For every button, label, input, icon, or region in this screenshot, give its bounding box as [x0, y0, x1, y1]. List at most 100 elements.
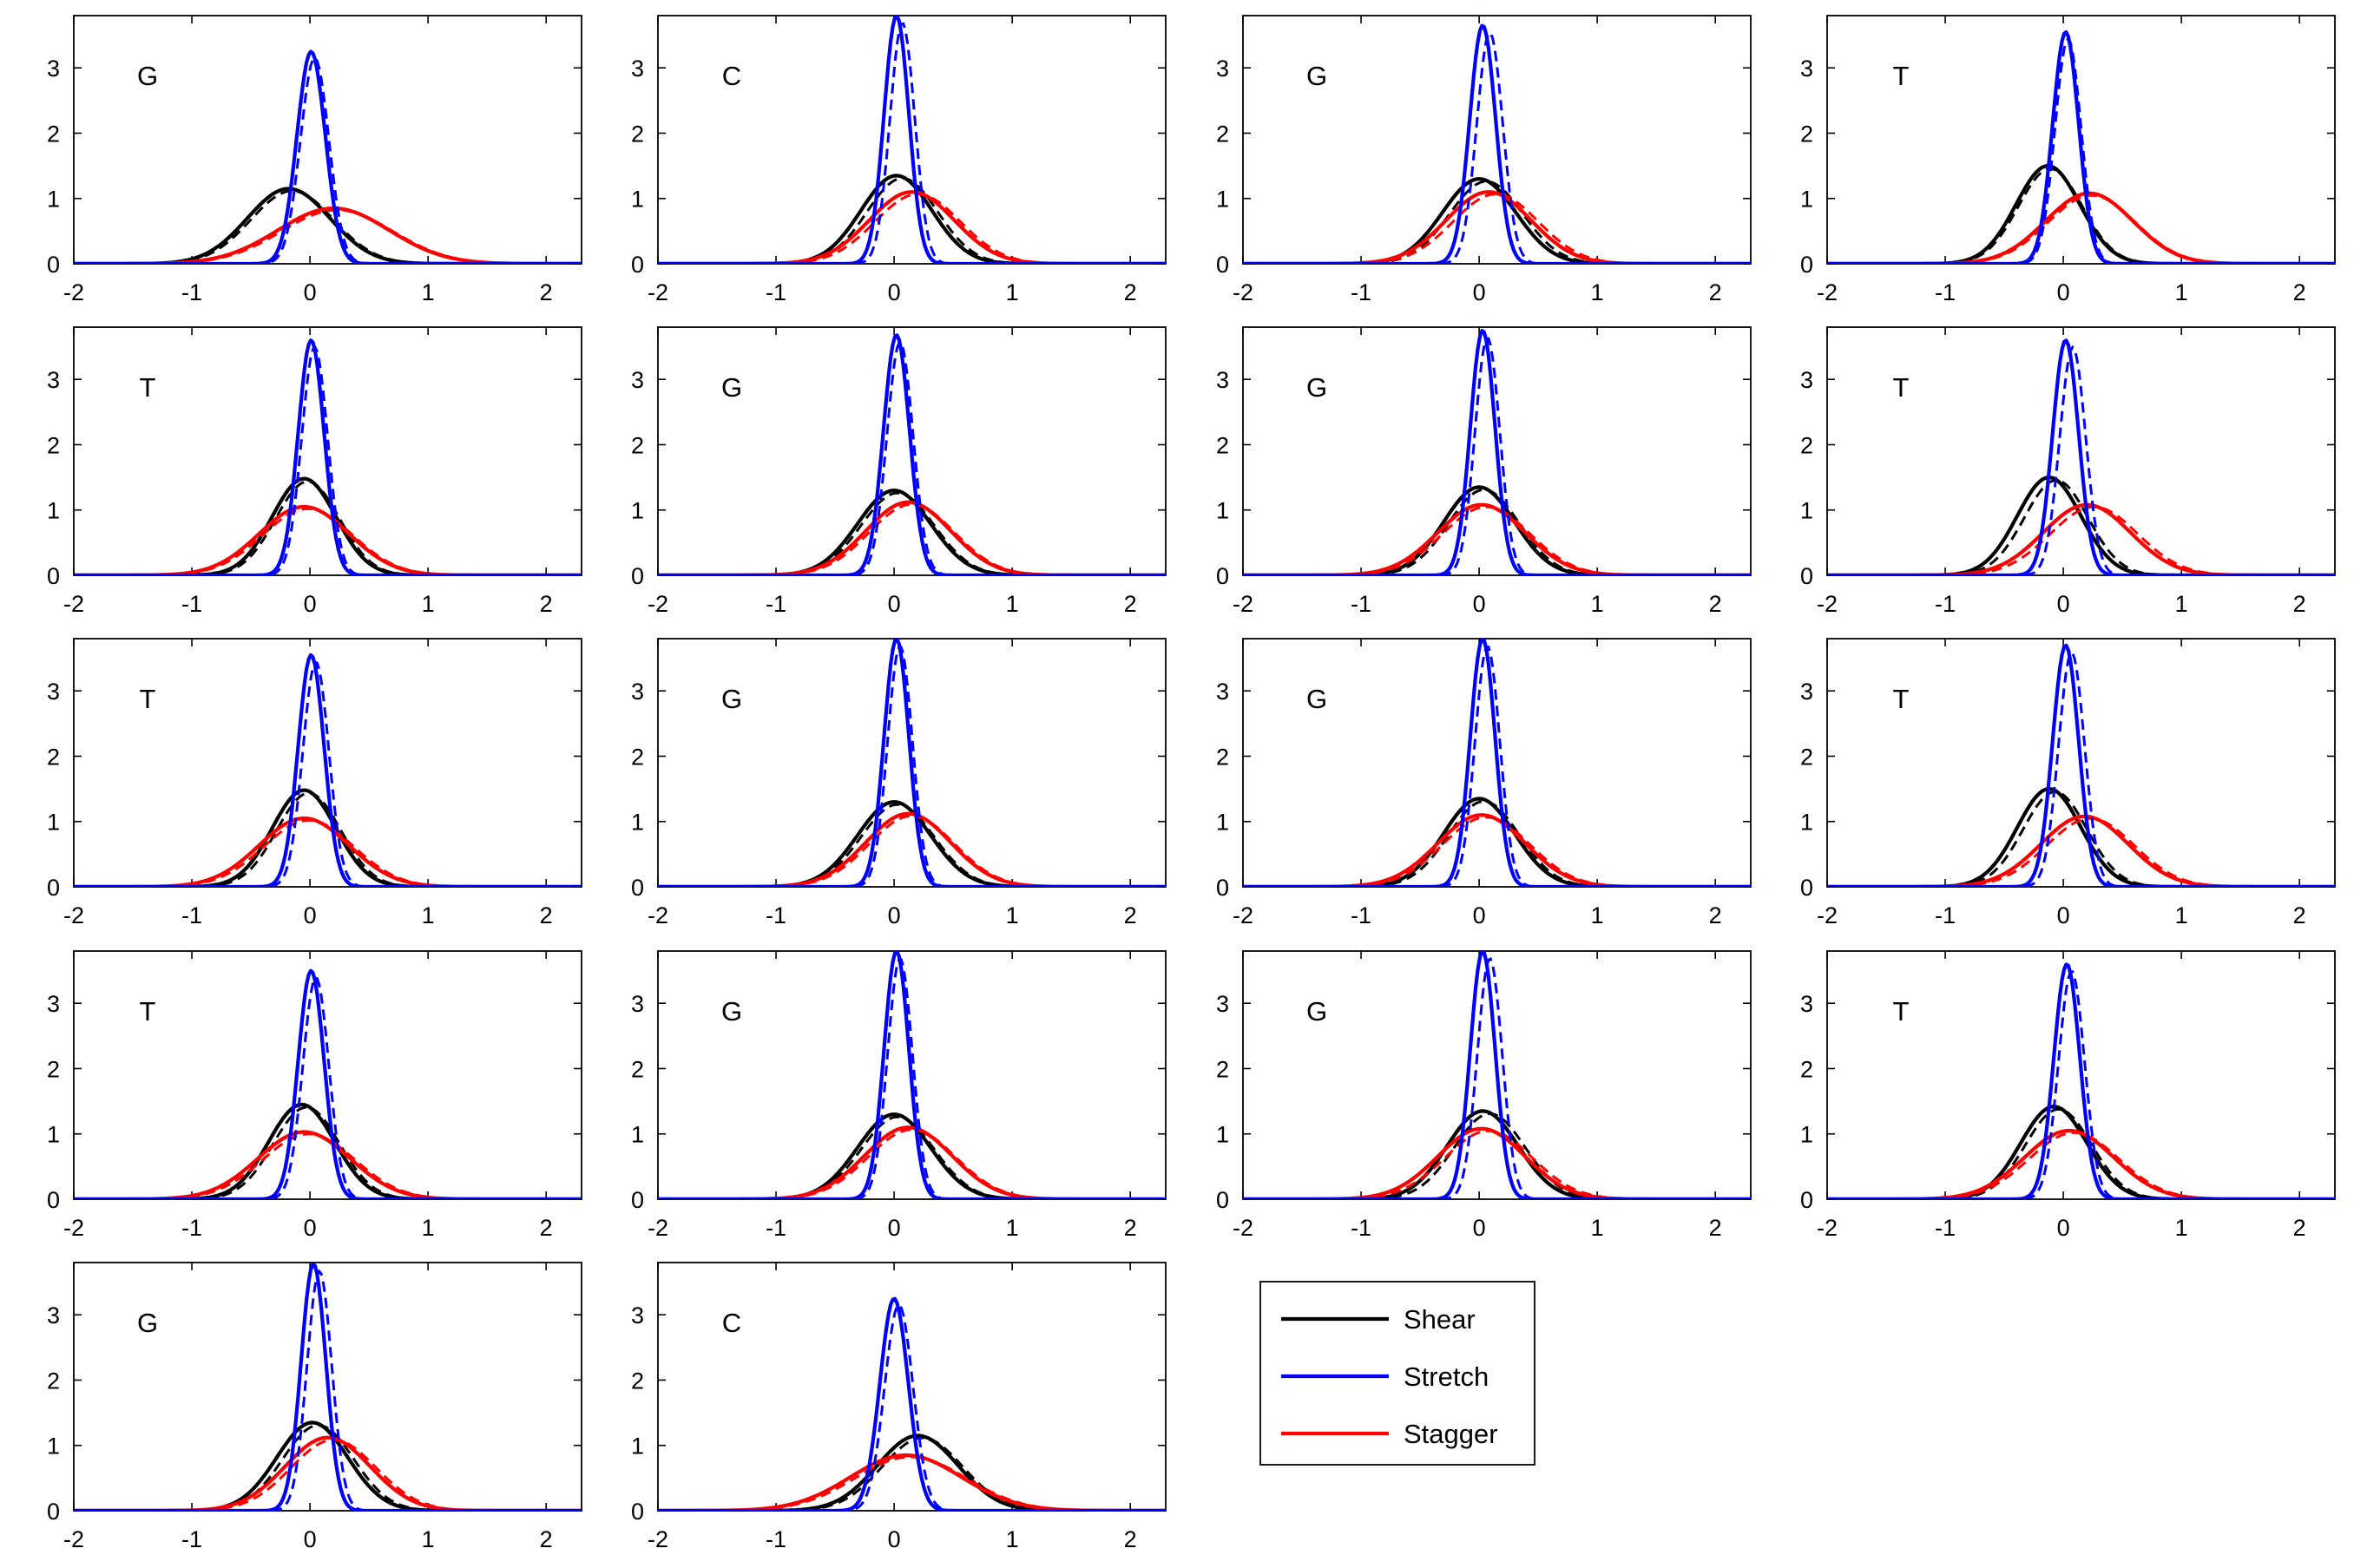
stagger-curve-alt: [658, 193, 1166, 264]
stagger-curve-alt: [658, 502, 1166, 575]
y-tick-label: 0: [1800, 563, 1813, 589]
axes-frame: [73, 638, 582, 888]
x-tick-label: 0: [2057, 279, 2070, 305]
y-tick-label: 1: [631, 1434, 644, 1460]
y-tick-label: 0: [1800, 1187, 1813, 1213]
y-tick-label: 0: [631, 875, 644, 901]
y-tick-label: 0: [1216, 252, 1229, 278]
x-tick-label: -2: [1233, 1215, 1253, 1241]
stagger-curve-alt: [74, 1132, 582, 1199]
stagger-curve-alt: [74, 818, 582, 887]
y-tick-label: 2: [631, 1368, 644, 1394]
y-tick-label: 0: [1216, 1187, 1229, 1213]
y-tick-label: 1: [1800, 1122, 1813, 1148]
stagger-curve-alt: [658, 1128, 1166, 1199]
panel-3: -2 -1 0 1 2 0 1 2 3 G: [1216, 15, 1752, 305]
x-tick-label: -1: [181, 1215, 202, 1241]
x-tick-label: -1: [766, 591, 786, 617]
shear-curve: [658, 489, 1166, 575]
y-tick-label: 3: [47, 1302, 60, 1329]
y-tick-label: 1: [631, 810, 644, 836]
x-tick-label: -2: [1233, 902, 1253, 928]
stretch-curve: [658, 1296, 1166, 1511]
axes-frame: [1242, 950, 1752, 1200]
x-tick-label: -1: [1351, 591, 1371, 617]
x-tick-label: 0: [304, 279, 317, 305]
x-tick-label: 0: [304, 1526, 317, 1552]
x-tick-label: -1: [766, 902, 786, 928]
base-label: T: [1893, 61, 1910, 91]
shear-curve-alt: [1243, 1112, 1751, 1199]
x-tick-label: -1: [766, 1215, 786, 1241]
stagger-curve-alt: [658, 1455, 1166, 1511]
y-tick-label: 2: [631, 121, 644, 147]
y-tick-label: 2: [631, 744, 644, 770]
curves: [658, 1296, 1166, 1511]
x-tick-label: 1: [2175, 1215, 2188, 1241]
shear-curve: [1827, 787, 2335, 887]
x-tick-label: 0: [888, 279, 901, 305]
stretch-curve: [658, 639, 1166, 887]
x-tick-label: 2: [1124, 591, 1137, 617]
x-tick-label: -1: [181, 591, 202, 617]
stagger-curve: [1243, 502, 1751, 575]
y-tick-label: 1: [47, 498, 60, 524]
y-tick-label: 1: [1800, 810, 1813, 836]
shear-curve: [74, 1420, 582, 1511]
shear-curve: [1827, 1105, 2335, 1199]
x-tick-label: 2: [1124, 279, 1137, 305]
stagger-curve-alt: [1243, 1129, 1751, 1199]
panel-11: -2 -1 0 1 2 0 1 2 3 G: [1216, 638, 1752, 928]
base-label: G: [721, 684, 742, 714]
y-tick-label: 3: [1216, 367, 1229, 393]
y-tick-label: 0: [1216, 875, 1229, 901]
x-tick-label: 2: [1124, 1215, 1137, 1241]
y-tick-label: 1: [1216, 810, 1229, 836]
x-tick-label: -2: [63, 902, 84, 928]
y-tick-label: 2: [47, 432, 60, 458]
y-tick-label: 0: [47, 252, 60, 278]
stagger-curve: [74, 816, 582, 887]
x-tick-label: 0: [888, 902, 901, 928]
panel-14: -2 -1 0 1 2 0 1 2 3 G: [631, 950, 1167, 1241]
y-tick-label: 3: [47, 56, 60, 82]
x-tick-label: 2: [2293, 591, 2306, 617]
y-tick-label: 1: [1216, 187, 1229, 213]
base-label: G: [1306, 684, 1327, 714]
y-tick-label: 3: [631, 1302, 644, 1329]
y-tick-label: 0: [631, 1187, 644, 1213]
stagger-curve-alt: [1243, 193, 1751, 264]
panel-16: -2 -1 0 1 2 0 1 2 3 T: [1800, 950, 2336, 1241]
y-tick-label: 3: [631, 56, 644, 82]
x-tick-label: 1: [1591, 902, 1604, 928]
curves: [1243, 951, 1751, 1199]
curves: [658, 16, 1166, 264]
x-tick-label: 1: [1006, 1215, 1019, 1241]
stretch-curve: [74, 968, 582, 1199]
panel-7: -2 -1 0 1 2 0 1 2 3 G: [1216, 326, 1752, 617]
shear-curve-alt: [1243, 488, 1751, 575]
x-tick-label: 1: [1006, 279, 1019, 305]
base-label: G: [721, 996, 742, 1027]
x-tick-label: 0: [1473, 1215, 1486, 1241]
base-label: T: [1893, 372, 1910, 403]
axes-frame: [1826, 950, 2336, 1200]
y-tick-label: 1: [1216, 1122, 1229, 1148]
x-tick-label: 0: [2057, 1215, 2070, 1241]
stretch-curve-alt: [658, 341, 1166, 575]
curves: [1827, 338, 2335, 575]
stagger-curve: [658, 190, 1166, 264]
axes-frame: [1242, 638, 1752, 888]
y-tick-label: 2: [47, 744, 60, 770]
x-tick-label: -1: [1935, 902, 1956, 928]
shear-curve: [74, 476, 582, 575]
y-tick-label: 1: [47, 810, 60, 836]
legend: Shear Stretch Stagger: [1259, 1281, 1535, 1466]
x-tick-label: -2: [63, 279, 84, 305]
stretch-curve-alt: [1827, 652, 2335, 887]
shear-curve: [74, 788, 582, 887]
curves: [74, 338, 582, 575]
y-tick-label: 3: [1216, 991, 1229, 1017]
y-tick-label: 0: [47, 875, 60, 901]
